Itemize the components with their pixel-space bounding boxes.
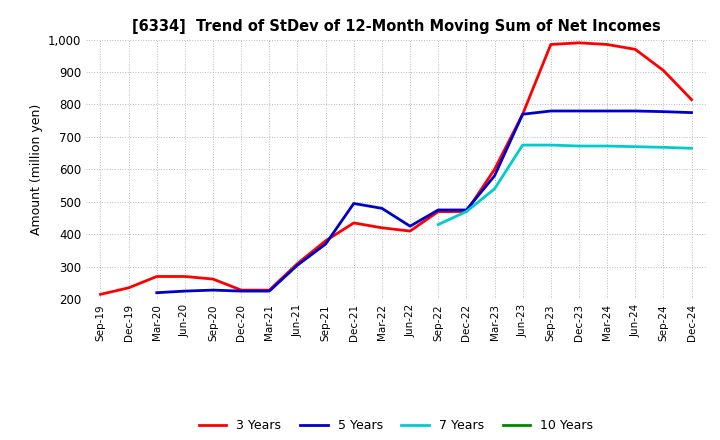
3 Years [406, 228, 415, 234]
3 Years [603, 42, 611, 47]
5 Years [377, 205, 386, 211]
Line: 3 Years: 3 Years [101, 43, 691, 294]
5 Years [518, 112, 527, 117]
3 Years [293, 261, 302, 266]
Line: 5 Years: 5 Years [157, 111, 691, 293]
5 Years [321, 242, 330, 247]
7 Years [575, 143, 583, 149]
5 Years [265, 289, 274, 294]
5 Years [349, 201, 358, 206]
5 Years [237, 289, 246, 294]
3 Years [659, 68, 667, 73]
3 Years [181, 274, 189, 279]
3 Years [349, 220, 358, 226]
3 Years [265, 287, 274, 293]
5 Years [209, 287, 217, 293]
7 Years [490, 186, 499, 191]
Line: 7 Years: 7 Years [438, 145, 691, 224]
5 Years [490, 173, 499, 179]
7 Years [631, 144, 639, 149]
5 Years [153, 290, 161, 295]
3 Years [237, 287, 246, 293]
3 Years [518, 112, 527, 117]
5 Years [462, 207, 471, 213]
5 Years [575, 108, 583, 114]
5 Years [181, 289, 189, 294]
3 Years [125, 285, 133, 290]
7 Years [434, 222, 443, 227]
3 Years [687, 97, 696, 102]
5 Years [631, 108, 639, 114]
Legend: 3 Years, 5 Years, 7 Years, 10 Years: 3 Years, 5 Years, 7 Years, 10 Years [194, 414, 598, 437]
3 Years [377, 225, 386, 231]
3 Years [575, 40, 583, 45]
Title: [6334]  Trend of StDev of 12-Month Moving Sum of Net Incomes: [6334] Trend of StDev of 12-Month Moving… [132, 19, 660, 34]
3 Years [153, 274, 161, 279]
Y-axis label: Amount (million yen): Amount (million yen) [30, 104, 42, 235]
5 Years [406, 224, 415, 229]
7 Years [546, 143, 555, 148]
7 Years [462, 209, 471, 214]
7 Years [603, 143, 611, 149]
5 Years [293, 263, 302, 268]
5 Years [603, 108, 611, 114]
5 Years [659, 109, 667, 114]
3 Years [321, 238, 330, 243]
3 Years [434, 209, 443, 214]
5 Years [687, 110, 696, 115]
5 Years [546, 108, 555, 114]
3 Years [96, 292, 105, 297]
7 Years [518, 143, 527, 148]
3 Years [209, 276, 217, 282]
7 Years [687, 146, 696, 151]
3 Years [490, 167, 499, 172]
3 Years [631, 47, 639, 52]
5 Years [434, 207, 443, 213]
3 Years [462, 209, 471, 214]
7 Years [659, 145, 667, 150]
3 Years [546, 42, 555, 47]
